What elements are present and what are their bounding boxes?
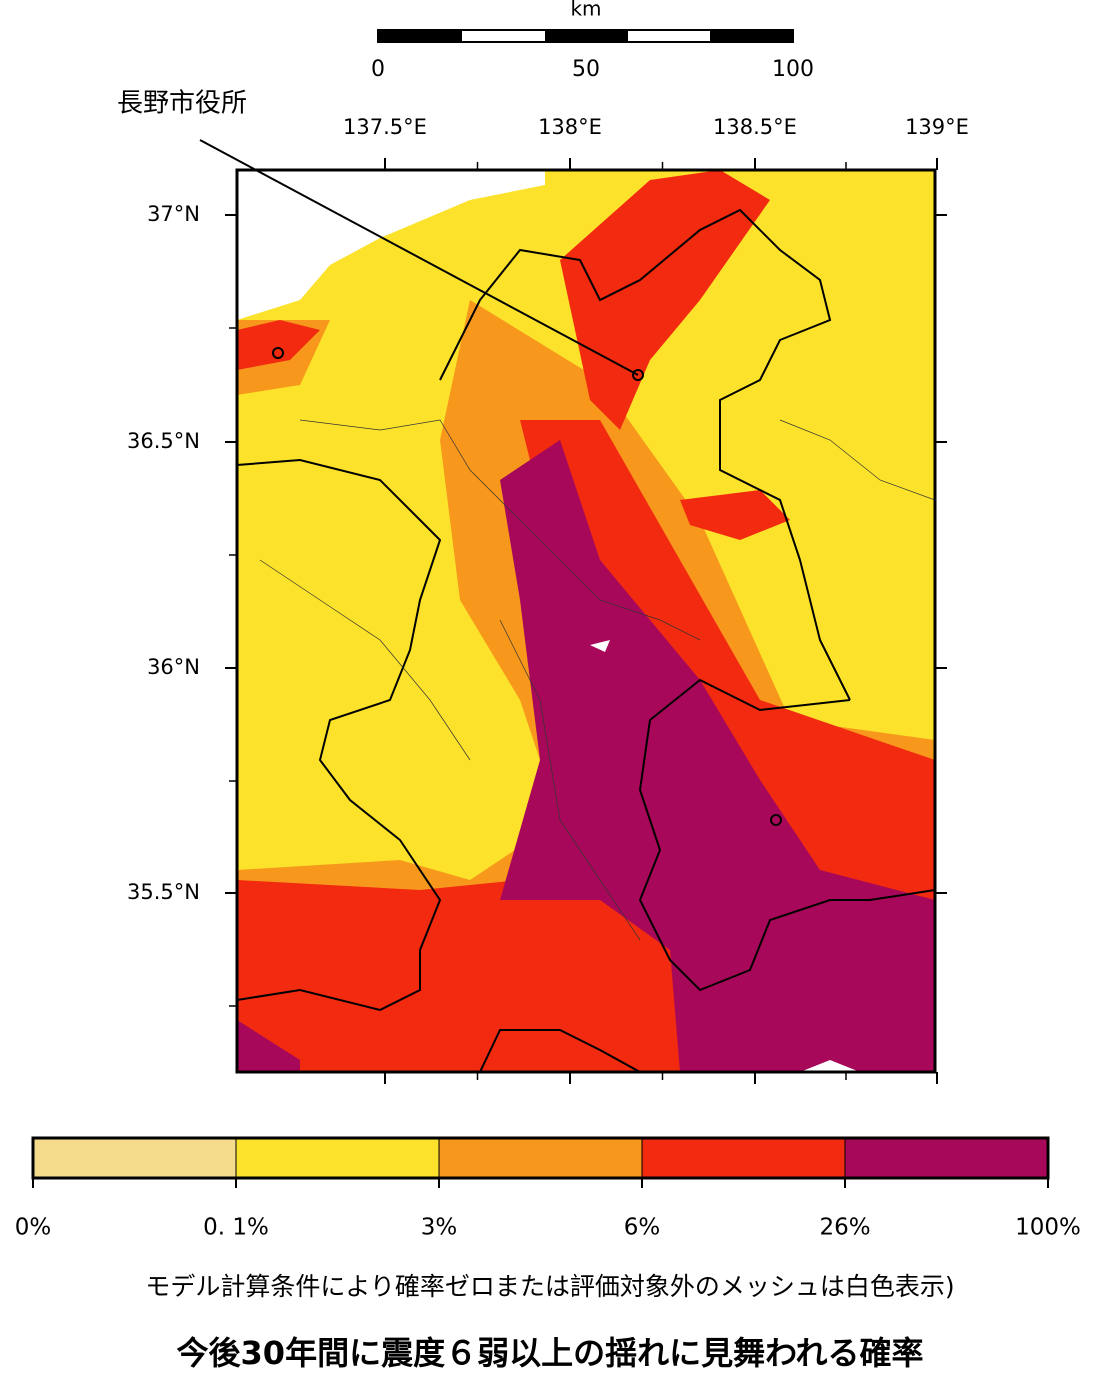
legend-swatch (844, 1137, 1049, 1179)
longitude-label: 138.5°E (713, 115, 797, 139)
legend-label: 3% (421, 1215, 458, 1241)
scale-tick-label: 0 (371, 57, 385, 82)
scale-tick-label: 50 (572, 57, 600, 82)
legend-swatch (235, 1137, 440, 1179)
scale-tick-label: 100 (772, 57, 814, 82)
legend-swatch (438, 1137, 643, 1179)
longitude-label: 138°E (538, 115, 602, 139)
longitude-label: 137.5°E (343, 115, 427, 139)
legend-label: 0% (15, 1215, 52, 1241)
latitude-label: 35.5°N (127, 880, 200, 904)
note: モデル計算条件により確率ゼロまたは評価対象外のメッシュは白色表示) (145, 1272, 954, 1301)
latitude-labels: 37°N 36.5°N 36°N 35.5°N (127, 202, 947, 1007)
hazard-map (199, 139, 937, 1074)
latitude-label: 36.5°N (127, 429, 200, 453)
legend-label: 26% (819, 1215, 870, 1241)
longitude-label: 139°E (905, 115, 969, 139)
legend-swatch (641, 1137, 846, 1179)
longitude-labels: 137.5°E 138°E 138.5°E 139°E (343, 115, 969, 1084)
title: 今後30年間に震度６弱以上の揺れに見舞われる確率 (177, 1334, 924, 1372)
callout-label: 長野市役所 (117, 89, 247, 119)
legend-frame (31, 1136, 1050, 1180)
legend-swatch (32, 1137, 237, 1179)
legend-label: 100% (1015, 1215, 1081, 1241)
latitude-label: 37°N (147, 202, 200, 226)
legend-label: 0. 1% (203, 1215, 269, 1241)
legend: 0% 0. 1% 3% 6% 26% 100% (15, 1136, 1081, 1241)
legend-label: 6% (624, 1215, 661, 1241)
scale-unit: km (570, 0, 601, 21)
latitude-label: 36°N (147, 655, 200, 679)
scale-bar (377, 29, 794, 43)
